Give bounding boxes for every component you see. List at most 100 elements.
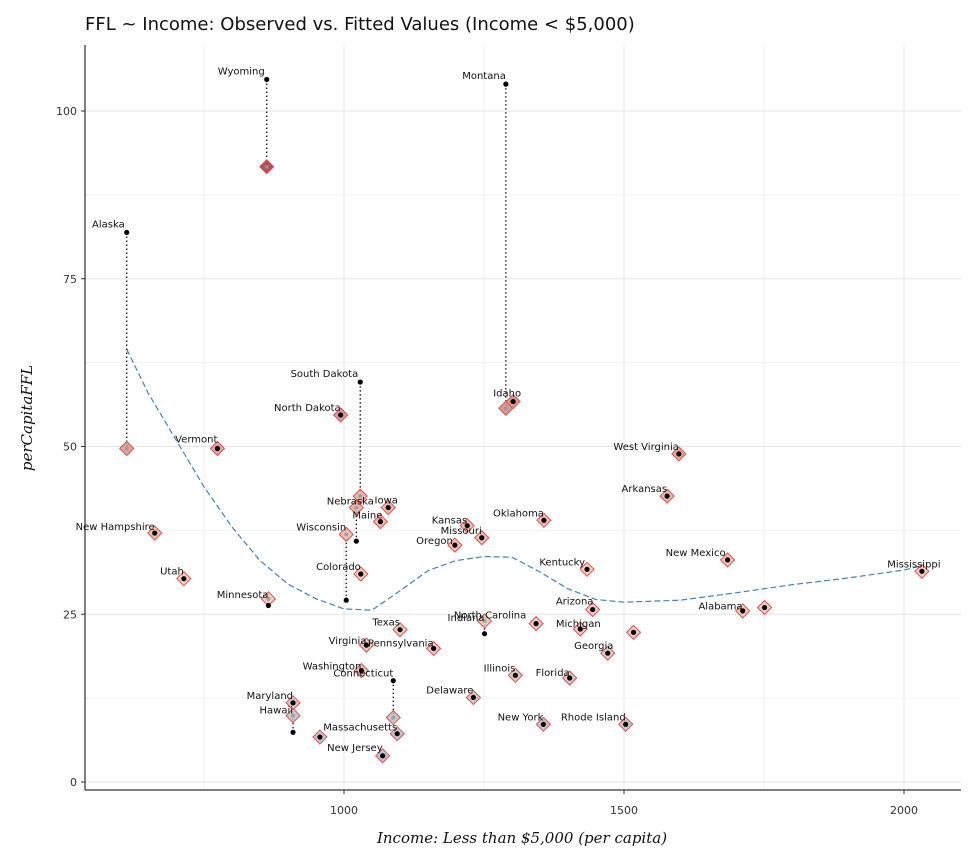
state-label: New Mexico <box>666 548 726 559</box>
state-label: Wisconsin <box>296 522 346 533</box>
observed-point <box>761 604 768 611</box>
state-label: Kentucky <box>539 557 585 568</box>
y-tick-label: 50 <box>63 441 77 454</box>
state-label: Virginia <box>329 636 367 647</box>
observed-point <box>533 621 539 627</box>
observed-point <box>725 557 731 563</box>
fitted-marker-dot <box>503 406 508 411</box>
state-label: Oregon <box>416 536 453 547</box>
observed-point <box>265 602 271 609</box>
state-label: Kansas <box>432 516 467 527</box>
state-label: Nebraska <box>327 497 374 508</box>
state-label: Montana <box>462 71 506 82</box>
state-label: Utah <box>160 567 184 578</box>
state-label: Massachusetts <box>323 723 397 734</box>
observed-point <box>590 606 596 613</box>
state-label: Maryland <box>247 691 293 702</box>
fitted-marker-dot <box>354 505 359 510</box>
observed-point <box>540 721 546 727</box>
fitted-marker-dot <box>266 596 271 601</box>
observed-point <box>630 629 637 635</box>
observed-point <box>317 734 323 740</box>
observed-point <box>623 721 629 727</box>
observed-point <box>584 566 590 572</box>
observed-point <box>390 678 396 684</box>
state-label: Connecticut <box>333 669 393 680</box>
state-label: West Virginia <box>613 442 678 453</box>
observed-point <box>605 650 611 656</box>
y-tick-label: 75 <box>63 273 77 286</box>
state-label: Wyoming <box>218 66 265 77</box>
x-tick-label: 2000 <box>890 804 918 817</box>
observed-point <box>470 694 476 701</box>
state-label: North Carolina <box>454 611 526 622</box>
fitted-marker-dot <box>264 164 269 169</box>
fitted-marker-dot <box>291 713 296 718</box>
observed-point <box>380 753 386 759</box>
observed-point <box>290 700 296 706</box>
observed-point <box>264 76 270 83</box>
observed-point <box>152 530 158 536</box>
state-label: Iowa <box>375 496 398 507</box>
observed-point <box>394 731 400 737</box>
state-label: Rhode Island <box>561 712 626 723</box>
state-label: Florida <box>536 668 570 679</box>
observed-point <box>431 645 437 652</box>
fitted-markers <box>119 158 930 764</box>
state-label: Hawaii <box>260 706 294 717</box>
observed-point <box>541 517 547 523</box>
observed-point <box>357 379 363 385</box>
observed-point <box>358 571 364 577</box>
state-label: Pennsylvania <box>368 638 434 649</box>
observed-point <box>481 631 488 637</box>
state-label: Idaho <box>493 389 521 400</box>
observed-point <box>512 672 518 678</box>
fitted-trend-line <box>126 348 921 611</box>
y-tick-label: 100 <box>56 105 77 118</box>
state-label: Michigan <box>556 619 601 630</box>
observed-point <box>385 504 391 511</box>
fitted-marker-dot <box>482 618 487 623</box>
state-label: Oklahoma <box>493 508 544 519</box>
x-tick-label: 1500 <box>610 804 638 817</box>
state-label: Maine <box>352 511 382 522</box>
y-axis-title: perCapitaFFL <box>18 365 36 471</box>
state-label: Colorado <box>316 562 361 573</box>
state-label: Arizona <box>556 597 594 608</box>
observed-point <box>919 568 925 574</box>
observed-point <box>397 627 403 633</box>
axes: 1000 1500 2000 0 25 50 75 100 <box>56 45 961 817</box>
state-label: Georgia <box>574 641 613 652</box>
fitted-marker-dot <box>358 494 363 499</box>
grid-lines <box>85 45 961 790</box>
fitted-marker-dot <box>344 532 349 537</box>
observed-point <box>664 493 670 499</box>
state-label: Alabama <box>698 602 742 613</box>
observed-points <box>124 76 925 759</box>
state-label: Missouri <box>441 526 482 537</box>
observed-point <box>676 451 682 457</box>
observed-point <box>343 597 349 603</box>
state-label: Minnesota <box>217 590 269 601</box>
observed-point <box>124 229 130 236</box>
state-label: South Dakota <box>291 369 359 380</box>
state-label: Mississippi <box>887 559 940 570</box>
observed-point <box>452 542 458 548</box>
observed-point <box>181 576 187 582</box>
observed-point <box>464 523 470 529</box>
observed-point <box>503 81 509 87</box>
state-label: Arkansas <box>622 484 668 495</box>
state-label: Vermont <box>175 435 217 446</box>
fitted-marker-dot <box>391 715 396 720</box>
observed-point <box>363 642 369 648</box>
chart-title: FFL ~ Income: Observed vs. Fitted Values… <box>85 14 635 35</box>
state-label: Illinois <box>484 663 516 674</box>
fitted-marker-dot <box>124 446 129 451</box>
x-tick-label: 1000 <box>330 804 358 817</box>
state-labels: Wyoming Montana Alaska South Dakota North Da… <box>76 66 941 753</box>
x-axis-title: Income: Less than $5,000 (per capita) <box>376 829 667 847</box>
state-label: Texas <box>371 618 400 629</box>
state-label: North Dakota <box>274 403 341 414</box>
y-tick-label: 25 <box>63 608 77 621</box>
